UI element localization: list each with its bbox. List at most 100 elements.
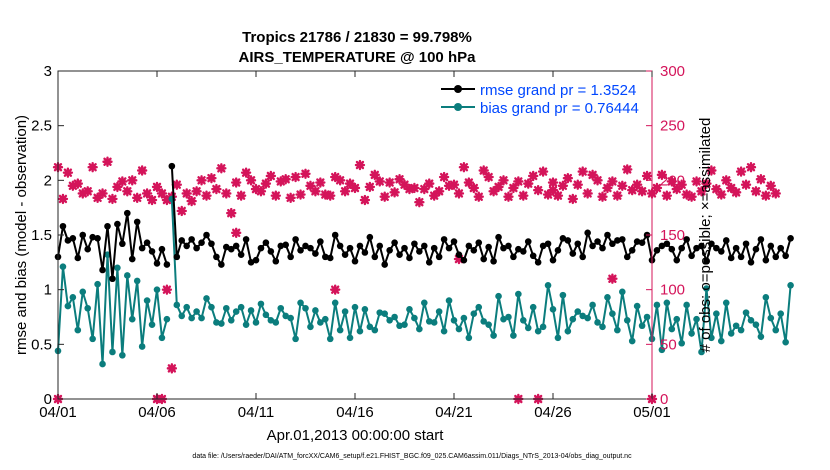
y-right-tick-label: 0	[660, 391, 668, 408]
obs-point	[216, 163, 227, 174]
y-axis-left-label: rmse and bias (model - observation)	[13, 115, 30, 355]
rmse-point	[579, 253, 586, 261]
rmse-point	[668, 245, 676, 253]
obs-point	[547, 184, 559, 196]
rmse-point	[361, 249, 369, 256]
bias-point	[64, 302, 72, 310]
y-right-tick-label: 100	[660, 282, 685, 299]
obs-point	[508, 182, 519, 194]
rmse-point	[435, 253, 443, 261]
bias-point	[485, 321, 492, 328]
rmse-point	[663, 240, 671, 248]
bias-point	[297, 299, 304, 307]
obs-point	[745, 162, 757, 173]
bias-point	[416, 325, 423, 333]
obs-point	[631, 179, 643, 190]
rmse-point	[549, 256, 557, 264]
rmse-point	[84, 245, 91, 253]
rmse-point	[153, 260, 161, 267]
obs-point	[661, 190, 673, 201]
obs-point	[231, 227, 242, 239]
bias-point	[653, 301, 661, 309]
bias-point	[381, 310, 389, 318]
rmse-point	[698, 242, 705, 250]
obs-point	[696, 186, 707, 197]
rmse-point	[312, 250, 319, 257]
bias-point	[341, 308, 349, 315]
x-tick-label: 04/11	[238, 404, 274, 421]
obs-point	[607, 273, 618, 284]
obs-point	[295, 189, 306, 200]
obs-point	[686, 191, 697, 202]
bias-point	[114, 264, 121, 272]
bias-point	[312, 307, 319, 314]
bias-point	[544, 281, 552, 289]
x-tick-label: 04/21	[435, 404, 473, 421]
bias-point	[559, 291, 567, 299]
obs-point	[151, 181, 163, 193]
obs-point	[136, 165, 148, 176]
bias-point	[307, 323, 314, 331]
legend-rmse-label: rmse grand pr = 1.3524	[480, 82, 636, 99]
obs-point	[394, 174, 405, 185]
rmse-point	[574, 240, 582, 248]
rmse-series	[54, 162, 794, 283]
obs-point	[567, 193, 578, 205]
rmse-point	[292, 236, 299, 243]
obs-point	[369, 169, 380, 181]
obs-point	[310, 186, 321, 197]
bias-point	[109, 348, 116, 356]
rmse-point	[718, 248, 725, 255]
rmse-point	[371, 253, 379, 261]
bias-point	[708, 334, 715, 342]
obs-point	[706, 165, 717, 176]
obs-point	[552, 190, 564, 201]
bias-point	[767, 314, 775, 322]
rmse-point	[331, 231, 339, 239]
obs-point	[117, 176, 128, 187]
obs-point	[122, 186, 133, 197]
rmse-point	[351, 257, 359, 265]
rmse-point	[713, 244, 720, 252]
bias-point	[782, 338, 789, 346]
rmse-point	[232, 242, 240, 250]
bias-point	[683, 301, 690, 309]
bias-point	[500, 315, 507, 323]
obs-point	[547, 177, 559, 188]
rmse-point	[119, 240, 126, 248]
obs-point	[453, 253, 465, 265]
rmse-point	[609, 240, 616, 248]
bias-point	[480, 318, 488, 325]
rmse-point	[460, 256, 468, 264]
bias-point	[589, 301, 596, 309]
bias-point	[534, 327, 542, 335]
bias-point	[693, 315, 700, 323]
obs-point	[691, 176, 702, 187]
rmse-point	[767, 242, 775, 250]
bias-point	[242, 321, 250, 328]
rmse-point	[223, 243, 230, 251]
obs-point	[740, 179, 752, 190]
bias-point	[490, 332, 497, 339]
bias-point	[183, 303, 190, 311]
rmse-point	[787, 234, 794, 242]
rmse-point	[421, 242, 428, 250]
bias-point	[747, 316, 755, 324]
obs-point	[671, 183, 682, 195]
rmse-point	[138, 244, 146, 252]
obs-point	[557, 180, 569, 191]
rmse-point	[693, 244, 700, 252]
rmse-point	[475, 239, 483, 246]
bias-point	[163, 315, 171, 323]
rmse-point	[386, 247, 393, 254]
obs-point	[622, 164, 633, 175]
rmse-point	[455, 251, 463, 258]
obs-point	[483, 171, 494, 183]
rmse-point	[356, 242, 364, 250]
obs-point	[315, 177, 326, 188]
rmse-point	[302, 242, 309, 250]
x-tick-label: 04/06	[138, 404, 176, 421]
bias-point	[673, 315, 681, 323]
rmse-point	[450, 238, 458, 245]
bias-point	[787, 281, 794, 289]
